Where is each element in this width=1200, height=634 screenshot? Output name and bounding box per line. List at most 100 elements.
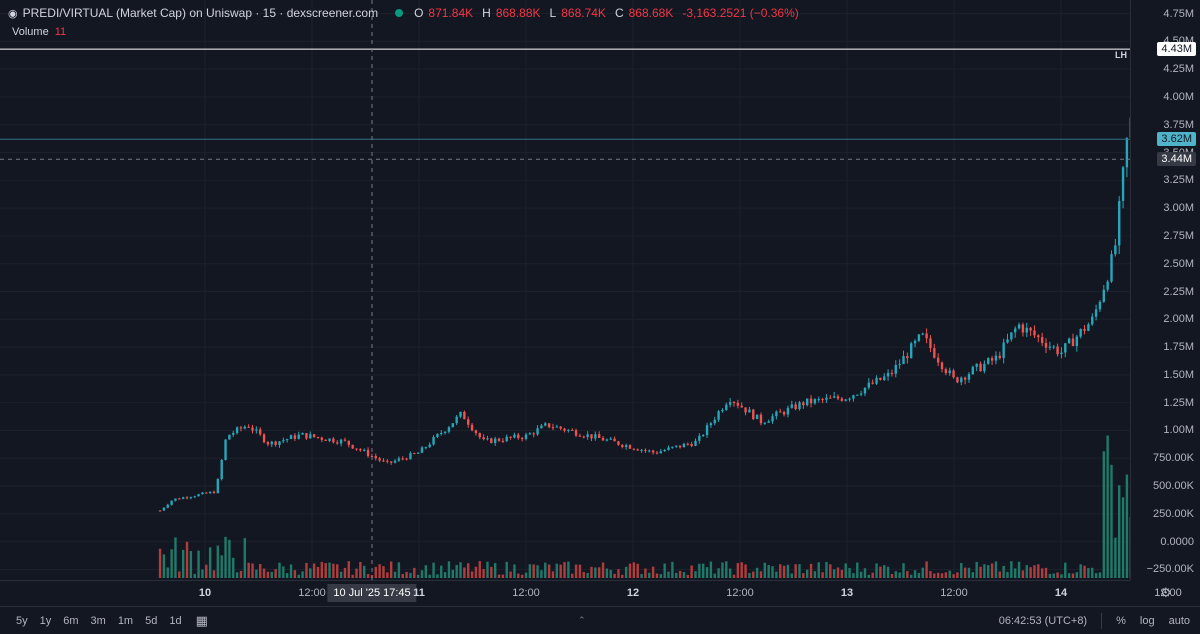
candle-body: [289, 435, 293, 440]
candle-body: [386, 460, 389, 462]
candle-body: [332, 438, 335, 443]
volume-bar: [933, 573, 936, 578]
candle-body: [162, 507, 166, 511]
volume-bar: [594, 567, 597, 578]
percent-toggle[interactable]: %: [1116, 614, 1126, 627]
volume-value: 11: [54, 26, 67, 38]
candle-body: [640, 449, 643, 451]
volume-bar: [451, 569, 455, 578]
candle-body: [771, 416, 774, 422]
price-scale[interactable]: 4.75M4.50M4.25M4.00M3.75M3.50M3.25M3.00M…: [1130, 0, 1200, 580]
candle-body: [651, 450, 655, 453]
range-button-1y[interactable]: 1y: [39, 614, 52, 627]
candlestick-chart[interactable]: LH: [0, 0, 1130, 580]
time-axis[interactable]: 10 Jul '25 17:45 ⚙ 10 12:00 11 12:00 12 12:00…: [0, 580, 1182, 606]
candle-body: [605, 439, 609, 441]
candle-body: [1114, 245, 1117, 255]
volume-bar: [555, 563, 559, 578]
volume-bar: [228, 539, 231, 578]
volume-bar: [717, 568, 720, 578]
range-button-1d[interactable]: 1d: [169, 614, 182, 627]
volume-bar: [389, 561, 393, 578]
volume-bar: [232, 557, 235, 578]
volume-bar: [709, 561, 713, 578]
time-tick-label: 12:00: [512, 587, 540, 599]
volume-bar: [1040, 568, 1044, 578]
candle-body: [1025, 327, 1028, 333]
volume-bar: [363, 565, 366, 578]
candle-body: [424, 447, 428, 449]
candle-body: [359, 449, 362, 451]
volume-bar: [405, 571, 408, 578]
volume-bar: [871, 572, 874, 578]
candle-body: [266, 442, 270, 445]
chart-area[interactable]: LH ◉ PREDI/VIRTUAL (Market Cap) on Unisw…: [0, 0, 1130, 580]
candle-body: [467, 419, 470, 425]
volume-bar: [181, 549, 185, 578]
price-tick: 2.75M: [1163, 229, 1194, 242]
volume-bar: [983, 564, 986, 578]
volume-bar: [1006, 571, 1009, 578]
candle-body: [867, 382, 871, 388]
candle-body: [490, 438, 493, 444]
candle-body: [790, 404, 793, 408]
candle-body: [297, 434, 300, 439]
candle-body: [921, 333, 924, 335]
range-button-6m[interactable]: 6m: [63, 614, 79, 627]
bottom-toolbar: 5y 1y 6m 3m 1m 5d 1d ▦ ⌃ 06:42:53 (UTC+8) % lo…: [0, 606, 1200, 634]
candle-body: [1106, 281, 1109, 290]
volume-bar: [339, 571, 343, 578]
candle-body: [324, 439, 327, 441]
range-button-5d[interactable]: 5d: [145, 614, 158, 627]
candle-body: [382, 460, 385, 462]
volume-bar: [351, 574, 354, 578]
candle-body: [270, 441, 273, 445]
candle-body: [906, 356, 909, 359]
collapse-chevron-icon[interactable]: ⌃: [578, 615, 586, 625]
candle-body: [216, 479, 220, 494]
range-button-5y[interactable]: 5y: [16, 614, 28, 627]
volume-bar: [316, 566, 320, 578]
candle-body: [1044, 342, 1048, 348]
candle-body: [971, 366, 975, 375]
price-tick: 1.00M: [1163, 424, 1194, 437]
volume-bar: [216, 545, 220, 578]
candle-body: [817, 399, 820, 401]
time-tick-label: 12:00: [298, 587, 326, 599]
candle-body: [509, 436, 512, 438]
volume-bar: [382, 566, 385, 578]
range-button-1m[interactable]: 1m: [117, 614, 134, 627]
candle-body: [944, 369, 948, 374]
volume-bar: [447, 561, 451, 578]
candle-body: [933, 348, 936, 358]
volume-bar: [597, 567, 601, 578]
candle-body: [443, 431, 447, 434]
candle-body: [1083, 328, 1086, 331]
settings-gear-icon[interactable]: ⚙: [1160, 585, 1172, 600]
volume-bar: [343, 567, 347, 578]
calendar-icon[interactable]: ▦: [195, 612, 208, 628]
candle-body: [1102, 289, 1105, 302]
volume-bar: [366, 573, 370, 578]
candle-body: [840, 398, 844, 401]
high-marker-label: LH: [1115, 50, 1127, 60]
volume-bar: [1071, 573, 1075, 578]
auto-toggle[interactable]: auto: [1168, 614, 1190, 627]
volume-bar: [1044, 567, 1048, 578]
symbol-title[interactable]: PREDI/VIRTUAL (Market Cap) on Uniswap · …: [22, 6, 379, 20]
candle-body: [459, 411, 462, 417]
volume-bar: [701, 563, 705, 578]
candle-body: [725, 404, 728, 410]
candle-body: [1048, 346, 1052, 348]
range-button-3m[interactable]: 3m: [90, 614, 106, 627]
candle-body: [166, 504, 169, 508]
log-toggle[interactable]: log: [1139, 614, 1155, 627]
volume-bar: [736, 563, 740, 578]
candle-body: [821, 399, 824, 401]
volume-bar: [867, 574, 871, 578]
volume-bar: [767, 565, 770, 578]
volume-bar: [805, 569, 809, 578]
candle-body: [285, 439, 289, 441]
candle-body: [1052, 346, 1055, 348]
candle-body: [436, 433, 439, 437]
